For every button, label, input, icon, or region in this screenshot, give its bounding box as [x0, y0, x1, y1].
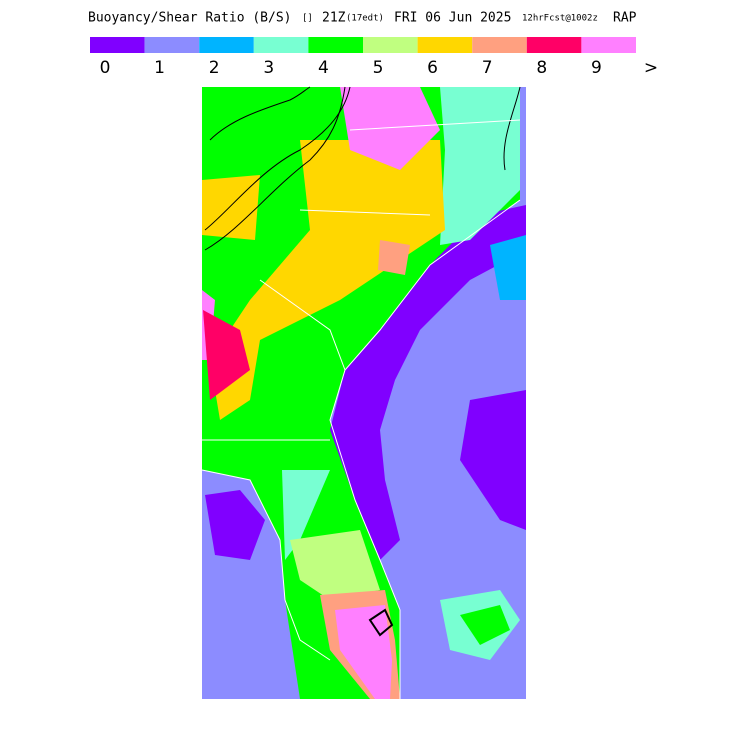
title-model: RAP: [613, 11, 637, 26]
legend-label: 1: [154, 58, 165, 78]
county-outline: [368, 608, 394, 637]
contour: [204, 86, 346, 251]
land-region: [290, 530, 380, 600]
ocean-region: [460, 605, 510, 645]
land-region: [203, 310, 250, 400]
legend: 0 1 2 3 4 5 6 7 8 9 >: [90, 37, 658, 78]
legend-swatch: [417, 37, 473, 53]
land-region: [378, 240, 410, 275]
land-region: [335, 605, 392, 699]
legend-swatch: [308, 37, 363, 53]
legend-swatch: [363, 37, 418, 53]
land-region: [210, 140, 445, 420]
legend-swatch: [253, 37, 309, 53]
legend-swatch: [90, 37, 145, 53]
legend-label: 3: [263, 58, 274, 78]
legend-swatch: [199, 37, 254, 53]
legend-label: >: [644, 58, 658, 78]
legend-label: 6: [427, 58, 438, 78]
legend-label: 2: [209, 58, 220, 78]
legend-label: 8: [536, 58, 547, 78]
legend-label: 4: [318, 58, 329, 78]
legend-label: 0: [100, 58, 111, 78]
gulf-region: [205, 490, 265, 560]
legend-swatch: [472, 37, 527, 53]
legend-swatch: [581, 37, 636, 53]
title-local: (17edt): [346, 14, 384, 24]
title-forecast: 12hrFcst@1002z: [522, 14, 598, 24]
legend-label: 9: [591, 58, 602, 78]
contour: [503, 86, 521, 171]
land-region: [202, 175, 260, 240]
ocean-region: [490, 235, 526, 300]
coastal-region: [282, 470, 330, 560]
legend-swatch: [526, 37, 582, 53]
legend-label: 7: [482, 58, 493, 78]
title-mark: []: [302, 14, 313, 24]
ocean-region: [330, 205, 526, 560]
state-border: [202, 119, 521, 441]
coastline: [201, 469, 331, 661]
land-region: [340, 87, 440, 170]
contour: [209, 86, 311, 141]
map: [201, 86, 526, 699]
coastline: [329, 199, 521, 699]
contour: [204, 86, 351, 231]
coastal-region: [440, 87, 520, 245]
title-date: FRI 06 Jun 2025: [394, 11, 511, 26]
title-time: 21Z: [322, 11, 346, 26]
legend-swatch: [144, 37, 200, 53]
ocean-region: [460, 390, 526, 530]
title: Buoyancy/Shear Ratio (B/S): [88, 11, 292, 26]
legend-label: 5: [373, 58, 384, 78]
